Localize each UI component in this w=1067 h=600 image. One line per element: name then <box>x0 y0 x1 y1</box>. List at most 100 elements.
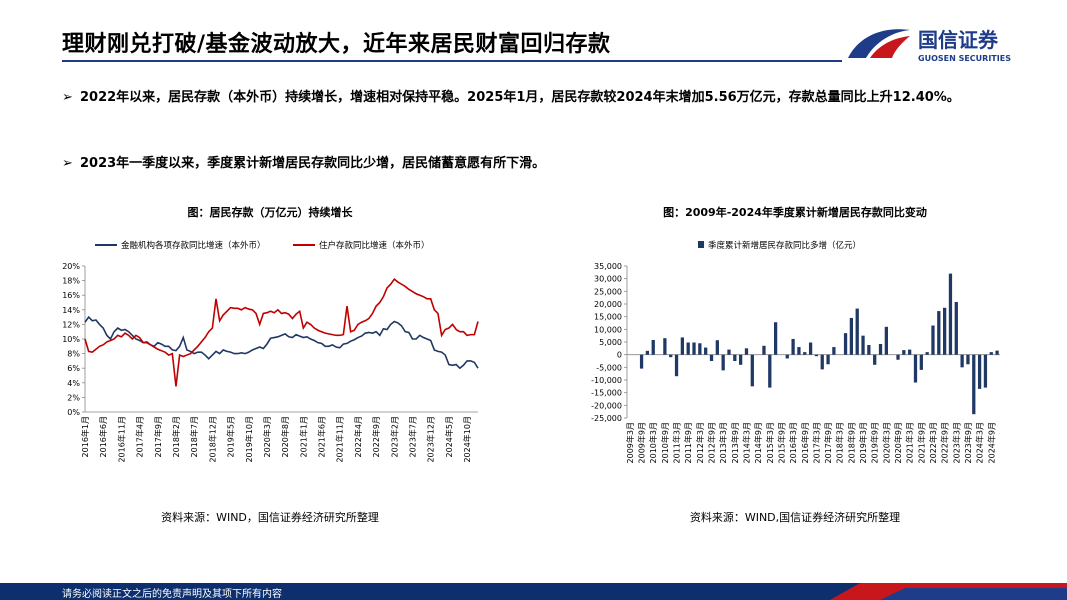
bar <box>867 345 871 355</box>
y-tick-label: 20,000 <box>594 300 622 309</box>
x-tick-label: 2012年9月 <box>707 422 717 463</box>
bar <box>931 325 935 355</box>
bar <box>727 349 731 355</box>
logo-name: 国信证券 <box>918 28 999 52</box>
x-tick-label: 2021年6月 <box>317 416 327 457</box>
x-tick-label: 2022年9月 <box>371 416 381 457</box>
footer-text: 请务必阅读正文之后的免责声明及其项下所有内容 <box>62 589 282 600</box>
y-tick-label: 12% <box>62 320 80 329</box>
legend-label: 季度累计新增居民存款同比多增（亿元） <box>708 240 861 251</box>
bar <box>943 307 947 355</box>
x-tick-label: 2023年7月 <box>408 416 418 457</box>
bar <box>908 349 912 355</box>
bar <box>843 333 848 355</box>
bar <box>698 343 702 355</box>
x-tick-label: 2018年12月 <box>207 416 217 463</box>
y-tick-label: 14% <box>62 306 80 315</box>
bar <box>826 354 830 365</box>
bar <box>744 348 749 355</box>
bar <box>651 339 655 355</box>
bullet: 2023年一季度以来，季度累计新增居民存款同比少增，居民储蓄意愿有所下滑。 <box>62 150 1012 178</box>
bar <box>803 352 807 355</box>
slide-title: 理财刚兑打破/基金波动放大，近年来居民财富回归存款 <box>62 32 611 57</box>
x-tick-label: 2019年3月 <box>858 422 868 463</box>
x-tick-label: 2009年3月 <box>625 422 635 463</box>
y-tick-label: 15,000 <box>594 313 622 322</box>
bar <box>948 273 953 355</box>
bar <box>797 347 801 355</box>
bar <box>972 354 976 415</box>
bar <box>919 354 923 370</box>
x-tick-label: 2023年12月 <box>426 416 436 463</box>
source: 资料来源：WIND,国信证券经济研究所整理 <box>690 510 900 524</box>
x-tick-label: 2021年9月 <box>916 422 926 463</box>
x-tick-label: 2024年9月 <box>986 422 996 463</box>
bar <box>995 350 999 355</box>
bar <box>902 350 906 355</box>
bar <box>692 342 696 355</box>
x-tick-label: 2023年2月 <box>389 416 399 457</box>
legend-swatch <box>698 241 704 248</box>
x-tick-label: 2013年3月 <box>718 422 728 463</box>
x-tick-label: 2018年2月 <box>171 416 181 457</box>
bar <box>896 354 900 360</box>
bar <box>983 354 988 388</box>
x-tick-label: 2017年9月 <box>823 422 833 463</box>
legend-label: 住户存款同比增速（本外币） <box>319 240 430 251</box>
y-tick-label: 0% <box>67 408 80 417</box>
y-tick-label: 10,000 <box>594 325 622 334</box>
y-tick-label: -20,000 <box>591 401 622 410</box>
legend-label: 金融机构各项存款同比增速（本外币） <box>121 240 266 251</box>
source: 资料来源：WIND，国信证券经济研究所整理 <box>161 510 379 524</box>
x-tick-label: 2016年3月 <box>788 422 798 463</box>
bar <box>977 354 982 389</box>
x-tick-label: 2010年3月 <box>648 422 658 463</box>
bar <box>674 354 679 377</box>
logo-mark <box>870 36 910 58</box>
y-tick-label: 20% <box>62 262 80 271</box>
x-tick-label: 2015年9月 <box>776 422 786 463</box>
bullet: 2022年以来，居民存款（本外币）持续增长，增速相对保持平稳。2025年1月，居… <box>62 84 1012 112</box>
bar <box>663 338 667 355</box>
bar <box>762 345 766 355</box>
x-tick-label: 2015年3月 <box>765 422 775 463</box>
bar <box>884 326 888 355</box>
x-tick-label: 2009年9月 <box>637 422 647 463</box>
bar <box>669 354 673 358</box>
bar <box>645 350 650 355</box>
y-tick-label: -10,000 <box>591 376 622 385</box>
y-tick-label: 10% <box>62 335 80 344</box>
x-tick-label: 2016年9月 <box>800 422 810 463</box>
x-tick-label: 2017年3月 <box>811 422 821 463</box>
x-tick-label: 2014年9月 <box>753 422 763 463</box>
x-tick-label: 2019年10月 <box>244 416 254 463</box>
x-tick-label: 2018年7月 <box>189 416 199 457</box>
y-tick-label: 25,000 <box>594 287 622 296</box>
x-tick-label: 2017年4月 <box>135 416 145 457</box>
x-tick-label: 2013年9月 <box>730 422 740 463</box>
bar <box>686 342 690 355</box>
x-tick-label: 2020年9月 <box>893 422 903 463</box>
bar <box>715 340 719 355</box>
x-tick-label: 2019年5月 <box>226 416 236 457</box>
y-tick-label: 0 <box>617 351 622 360</box>
x-tick-label: 2016年11月 <box>116 416 126 463</box>
bar <box>954 301 958 355</box>
bar <box>878 344 883 355</box>
y-tick-label: 4% <box>67 379 80 388</box>
bar <box>704 347 708 355</box>
x-tick-label: 2024年3月 <box>975 422 985 463</box>
bar <box>680 337 684 355</box>
y-tick-label: -5,000 <box>596 363 622 372</box>
x-tick-label: 2022年3月 <box>928 422 938 463</box>
y-tick-label: -25,000 <box>591 414 622 423</box>
x-tick-label: 2021年11月 <box>335 416 345 463</box>
y-tick-label: 30,000 <box>594 275 622 284</box>
bar <box>785 354 789 359</box>
bar <box>861 335 865 355</box>
bar <box>768 354 772 388</box>
x-tick-label: 2019年9月 <box>870 422 880 463</box>
x-tick-label: 2020年3月 <box>881 422 891 463</box>
bar <box>925 352 929 355</box>
